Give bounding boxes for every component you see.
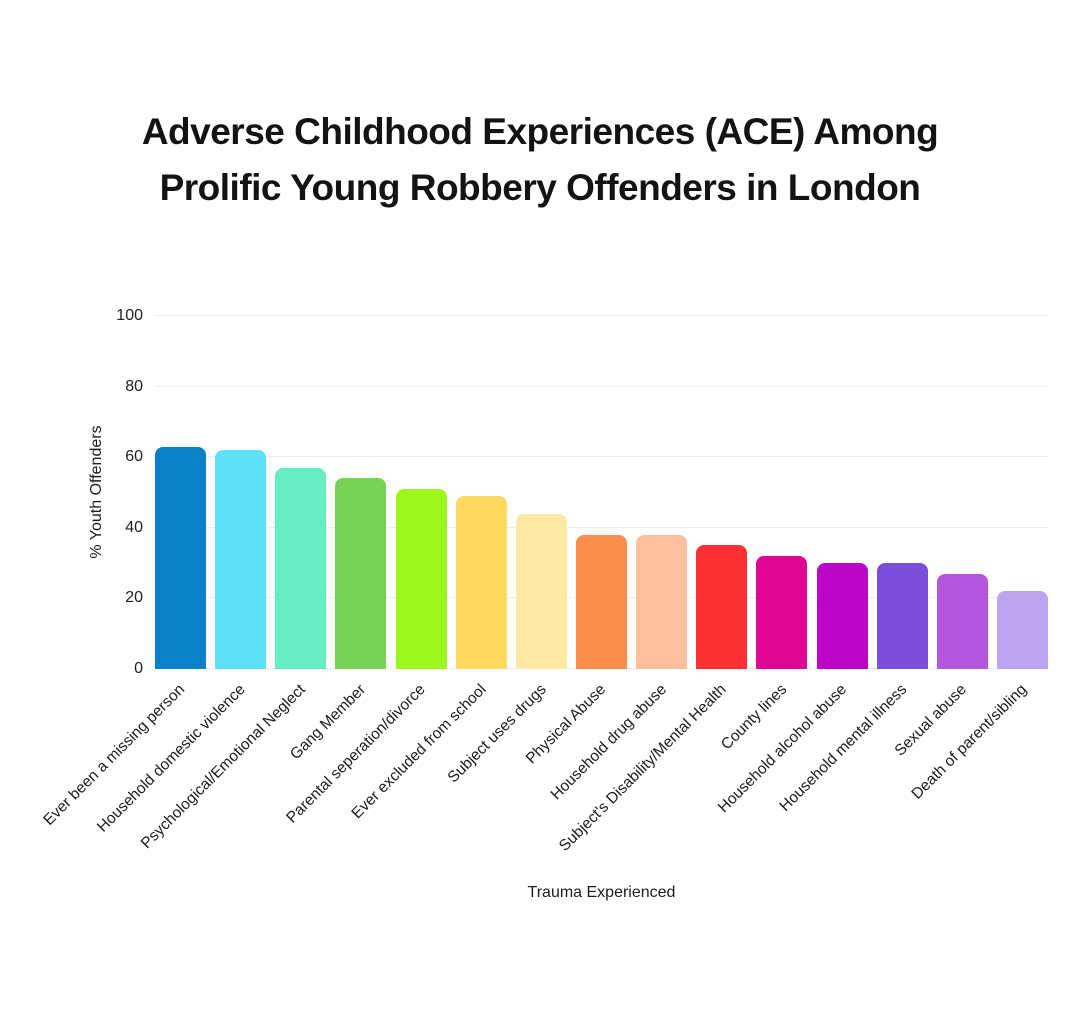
y-tick-label: 0 (134, 660, 143, 677)
bar (756, 556, 808, 669)
plot-area (155, 315, 1048, 669)
bar (816, 563, 868, 669)
x-axis-title: Trauma Experienced (527, 884, 676, 901)
bar (215, 450, 267, 669)
x-labels: Ever been a missing person Household dome… (41, 681, 1048, 891)
bar (455, 496, 507, 669)
y-tick-label: 40 (125, 518, 143, 536)
bar (275, 467, 327, 669)
bar (696, 545, 748, 669)
chart-title-line-1: Adverse Childhood Experiences (ACE) Amon… (141, 111, 939, 152)
bar (636, 534, 688, 669)
gridline (155, 456, 1048, 458)
bar (155, 446, 206, 669)
bar (936, 573, 988, 669)
gridline (155, 526, 1048, 528)
y-tick-label: 80 (125, 377, 143, 395)
gridline (155, 385, 1048, 387)
chart-title: Adverse Childhood Experiences (ACE) Amon… (0, 104, 1080, 216)
bar (515, 513, 567, 669)
gridline (155, 315, 1048, 316)
chart-title-line-2: Prolific Young Robbery Offenders in Lond… (159, 167, 921, 208)
x-axis-category-label: Household drug abuse (547, 681, 670, 804)
y-tick-label: 60 (125, 448, 143, 466)
bar (335, 478, 387, 669)
bar (876, 563, 928, 669)
bar (395, 488, 447, 669)
y-tick-label: 20 (125, 589, 143, 607)
bar (576, 534, 627, 669)
x-axis-category-label: Household mental illness (776, 681, 911, 815)
x-axis-category-label: Death of parent/sibling (908, 681, 1031, 803)
bar (997, 591, 1048, 669)
y-tick-label: 100 (116, 307, 143, 324)
y-tick-labels: 0 20 40 60 80 100 (85, 307, 143, 677)
